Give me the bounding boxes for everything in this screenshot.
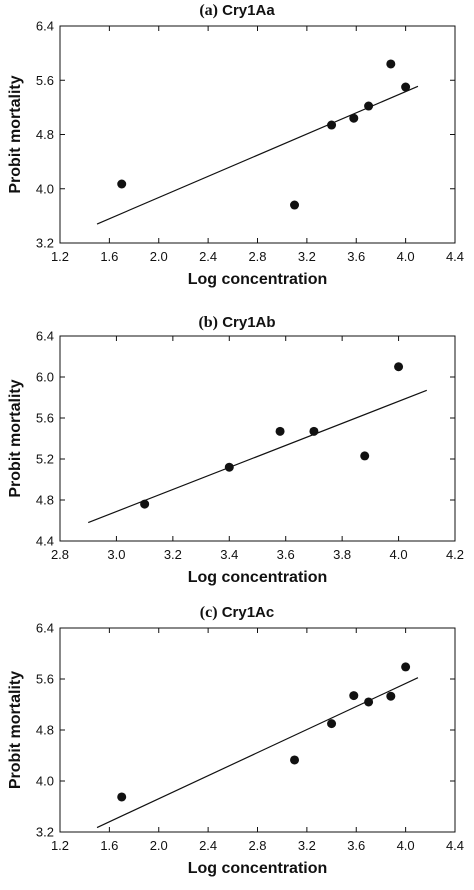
x-tick-label: 3.2	[298, 838, 316, 853]
chart-panel-b: (b) Cry1Ab 2.8 3.0 3.2 3.4 3.6 3.8 4.0 4.2 4.4 4.…	[0, 296, 474, 586]
y-tick-label: 5.6	[36, 411, 54, 426]
x-tick-label: 3.2	[164, 547, 182, 562]
chart-svg-c: 1.2 1.6 2.0 2.4 2.8 3.2 3.6 4.0 4.4 3.2 4.0 4.8 5.6 6…	[7, 621, 464, 878]
plot-frame	[59, 627, 456, 833]
panel-title: (c) Cry1Ac	[0, 604, 474, 622]
data-point	[224, 462, 234, 472]
x-tick-label: 4.4	[446, 249, 464, 264]
data-point	[117, 792, 127, 802]
data-point	[117, 179, 127, 189]
x-tick-label: 1.6	[100, 838, 118, 853]
x-tick-label: 2.0	[150, 249, 168, 264]
panel-title: (b) Cry1Ab	[0, 314, 474, 332]
x-tick-label: 1.6	[100, 249, 118, 264]
x-tick-label: 2.8	[248, 838, 266, 853]
y-tick-label: 4.8	[36, 493, 54, 508]
x-axis-label: Log concentration	[188, 569, 328, 586]
panel-letter: (c)	[199, 604, 218, 621]
data-point	[349, 113, 359, 123]
data-point	[349, 691, 359, 701]
fit-line	[87, 389, 428, 524]
x-tick-label: 4.2	[446, 547, 464, 562]
data-point	[364, 697, 374, 707]
panel-letter: (a)	[199, 2, 218, 19]
x-tick-label: 2.8	[248, 249, 266, 264]
y-tick-label: 4.4	[36, 534, 54, 549]
fit-line	[96, 85, 419, 225]
data-point	[386, 59, 396, 69]
chart-panel-a: (a) Cry1Aa 1.2 1.6 2.0 2.4 2.8 3.2 3.6 4.0 4.4 3.…	[0, 0, 474, 290]
panel-name: Cry1Aa	[222, 2, 275, 19]
y-tick-label: 6.0	[36, 370, 54, 385]
y-tick-label: 6.4	[36, 329, 54, 344]
panel-letter: (b)	[198, 314, 219, 331]
y-tick-label: 4.8	[36, 723, 54, 738]
panel-name: Cry1Ab	[222, 314, 276, 331]
x-tick-label: 3.6	[277, 547, 295, 562]
data-point	[360, 451, 370, 461]
x-axis-label: Log concentration	[188, 271, 328, 288]
y-tick-label: 5.6	[36, 73, 54, 88]
data-point	[386, 691, 396, 701]
panel-title: (a) Cry1Aa	[0, 2, 474, 20]
x-tick-label: 4.0	[397, 249, 415, 264]
x-tick-label: 1.2	[51, 838, 69, 853]
x-tick-label: 2.4	[199, 838, 217, 853]
y-tick-label: 4.8	[36, 127, 54, 142]
y-tick-label: 5.2	[36, 452, 54, 467]
chart-svg-a: 1.2 1.6 2.0 2.4 2.8 3.2 3.6 4.0 4.4 3.2 4.0 4.8 5.6 6…	[7, 19, 464, 289]
data-point	[364, 101, 374, 111]
y-axis-label: Probit mortality	[7, 75, 24, 193]
x-tick-label: 3.8	[333, 547, 351, 562]
y-axis-label: Probit mortality	[7, 671, 24, 789]
y-tick-label: 4.0	[36, 181, 54, 196]
data-point	[401, 82, 411, 92]
plot-frame	[59, 335, 456, 542]
y-tick-label: 6.4	[36, 19, 54, 34]
y-tick-label: 6.4	[36, 621, 54, 636]
x-tick-label: 2.0	[150, 838, 168, 853]
x-axis-label: Log concentration	[188, 860, 328, 877]
x-tick-label: 2.4	[199, 249, 217, 264]
chart-svg-b: 2.8 3.0 3.2 3.4 3.6 3.8 4.0 4.2 4.4 4.8 5.2 5.6 6.0 6…	[7, 329, 464, 587]
x-tick-label: 4.0	[397, 838, 415, 853]
x-tick-label: 3.6	[347, 249, 365, 264]
data-point	[140, 499, 150, 509]
plot-frame	[59, 25, 456, 244]
x-tick-label: 3.6	[347, 838, 365, 853]
x-tick-label: 4.0	[390, 547, 408, 562]
x-tick-label: 2.8	[51, 547, 69, 562]
data-point	[327, 120, 337, 130]
y-tick-label: 3.2	[36, 236, 54, 251]
chart-panel-c: (c) Cry1Ac 1.2 1.6 2.0 2.4 2.8 3.2 3.6 4.0 4.4 3.…	[0, 592, 474, 882]
data-point	[309, 426, 319, 436]
y-tick-label: 5.6	[36, 672, 54, 687]
data-point	[394, 362, 404, 372]
x-tick-label: 3.2	[298, 249, 316, 264]
x-tick-label: 3.4	[220, 547, 238, 562]
data-point	[290, 755, 300, 765]
x-tick-label: 4.4	[446, 838, 464, 853]
data-point	[401, 662, 411, 672]
data-point	[327, 719, 337, 729]
data-point	[290, 200, 300, 210]
x-tick-label: 1.2	[51, 249, 69, 264]
y-tick-label: 4.0	[36, 774, 54, 789]
data-point	[275, 426, 285, 436]
y-axis-label: Probit mortality	[7, 379, 24, 497]
y-tick-label: 3.2	[36, 825, 54, 840]
x-tick-label: 3.0	[107, 547, 125, 562]
panel-name: Cry1Ac	[221, 604, 275, 621]
